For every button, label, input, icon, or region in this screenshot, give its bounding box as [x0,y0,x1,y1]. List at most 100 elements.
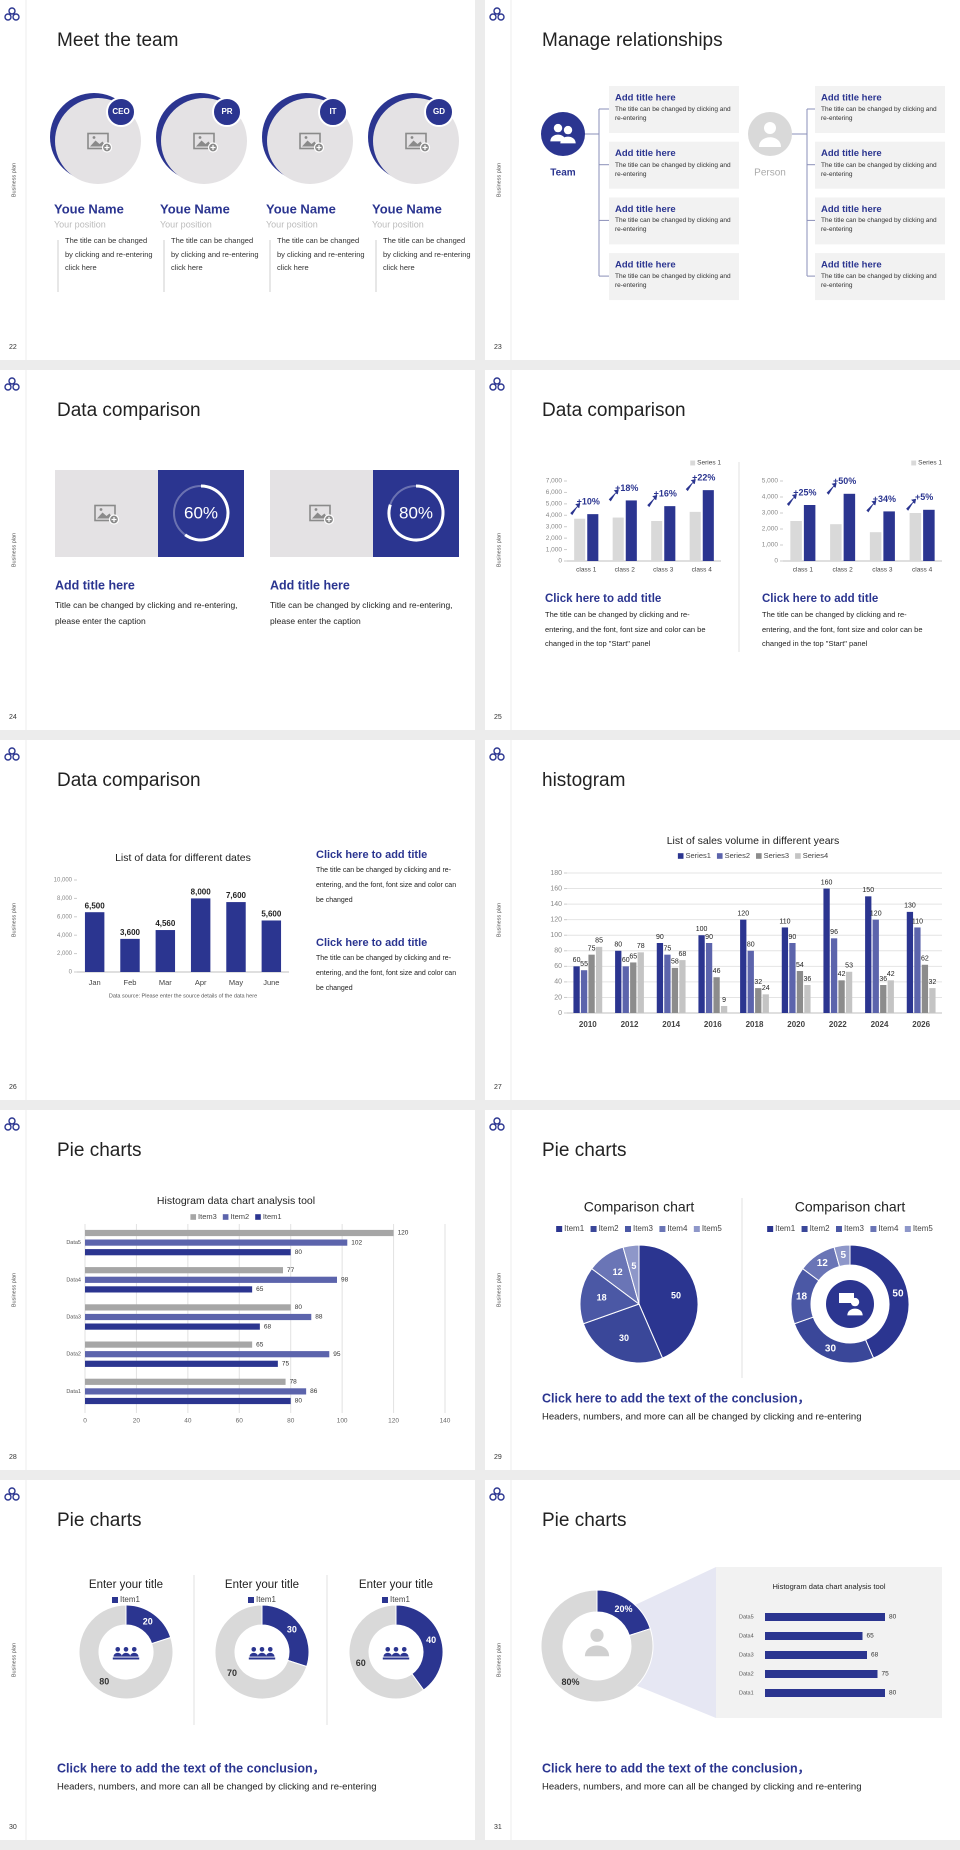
legend-label: Item1 [256,1595,277,1604]
bar [765,1613,885,1621]
logo [8,747,16,755]
y-tick-label: 4,000 [546,512,563,519]
slide: Business plan 30 Pie charts Enter your titl… [0,1480,475,1840]
person-icon [553,123,563,133]
y-tick-label: 0 [558,558,562,565]
item-box [609,141,739,189]
annotation-arrow [906,498,917,511]
bar [679,960,686,1013]
slice [214,1604,308,1700]
logo [8,1487,16,1495]
x-tick-label: 2014 [662,1020,680,1029]
bar [781,927,789,1013]
side-label: Business plan [496,163,502,197]
slide-title: Pie charts [542,1510,626,1531]
slice [348,1604,425,1700]
x-tick-label: Jan [89,978,101,987]
data-label: 95 [333,1351,341,1358]
item-title: Add title here [615,260,676,271]
person-icon [267,1646,273,1652]
image-icon [97,512,113,519]
annotation: +10% [577,497,600,507]
y-tick-label: 100 [550,932,562,939]
person-icon [393,1646,399,1652]
data-label: 36 [804,976,812,983]
x-tick-label: 2024 [871,1020,889,1029]
slice [622,1244,640,1305]
image-icon [111,517,117,522]
bar [790,521,802,561]
card-text: Title can be changed by clicking and re-… [55,600,238,626]
annotation-arrow [647,495,658,508]
y-tick-label: 5,000 [546,501,563,508]
x-tick-label: 60 [236,1418,244,1425]
legend-swatch [556,1226,563,1232]
slide: Business plan 23 Manage relationships Team A… [485,0,960,360]
y-tick-label: 160 [550,885,562,892]
item-text-box: The title can be changed by clicking and… [615,106,731,122]
bar [190,898,211,972]
y-tick-label: 140 [550,901,562,908]
item-title: Add title here [821,148,882,159]
member-name: Youe Name [54,201,124,216]
x-tick-label: 2016 [704,1020,722,1029]
legend-swatch [624,1226,631,1232]
y-tick-label: Data1 [66,1389,81,1395]
item-text: The title can be changed by clicking and… [821,161,937,178]
slide: Business plan 22 Meet the team CEO Youe Name… [0,0,475,360]
logo [12,13,20,21]
group-icon [248,1657,276,1660]
item-box [609,197,739,245]
image-icon [87,132,109,150]
person-icon [130,1652,139,1657]
slide-title: Pie charts [57,1510,141,1531]
page-number: 23 [494,344,502,351]
data-label: 7,600 [226,891,247,900]
item-text: The title can be changed by clicking and… [615,273,731,290]
panel-text: The title can be changed by clicking and… [762,610,923,648]
page-number: 25 [494,714,502,721]
y-tick-label: 5,000 [762,478,779,485]
side-label: Business plan [496,903,502,937]
y-tick-label: Data2 [66,1352,81,1358]
person-icon [385,1646,391,1652]
data-label: 55 [580,961,588,968]
bar [651,521,663,561]
image-icon [312,512,328,519]
member-position: Your position [372,219,424,229]
legend-swatch [381,1597,388,1603]
bar [720,1006,728,1013]
slice [582,1303,664,1364]
data-label: 50 [671,1291,681,1301]
person-icon [391,1652,401,1657]
item-text-box: The title can be changed by clicking and… [615,162,731,178]
y-tick-label: 2,000 [546,535,563,542]
data-label: 100 [696,926,708,933]
image-icon [408,140,424,147]
x-tick-label: 2010 [579,1020,597,1029]
data-label: 32 [929,979,937,986]
bar [838,980,845,1013]
data-label: 110 [779,918,790,925]
y-tick-label: 40 [554,979,562,986]
x-tick-label: Feb [124,978,137,987]
bar [637,952,644,1013]
slice [849,1244,910,1359]
legend-label: Item3 [198,1212,217,1221]
legend-label: Item1 [120,1595,141,1604]
panel-heading: Click here to add title [762,593,878,605]
logo [8,1117,16,1125]
badge [106,97,136,127]
block-heading: Click here to add title [316,849,427,861]
page-number: 29 [494,1454,502,1461]
chart-title: List of sales volume in different years [667,835,840,847]
legend-swatch [870,1226,877,1232]
x-tick-label: 100 [337,1418,348,1425]
data-label: 120 [737,911,749,918]
image-icon [302,140,318,147]
data-label: 5,600 [261,910,282,919]
logo [12,1493,20,1501]
ring-progress [184,484,230,542]
y-tick-label: 1,000 [762,542,779,549]
